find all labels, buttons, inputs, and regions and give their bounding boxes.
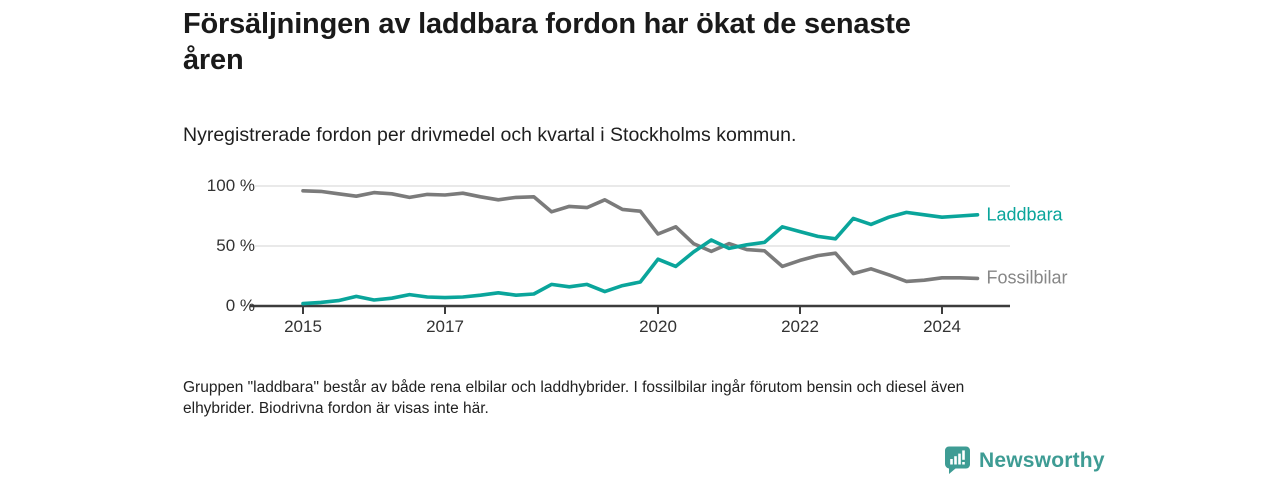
y-tick-label: 100 % (206, 176, 255, 195)
chart-footnote: Gruppen "laddbara" består av både rena e… (183, 377, 1163, 419)
x-tick-label: 2015 (284, 317, 322, 336)
title-line-2: åren (183, 44, 244, 76)
bar-chart-speech-bubble-icon (944, 446, 970, 474)
title-line-1: Försäljningen av laddbara fordon har öka… (183, 8, 911, 40)
page-title: Försäljningen av laddbara fordon har öka… (183, 6, 1163, 78)
x-tick-label: 2024 (923, 317, 961, 336)
series-label-fossilbilar: Fossilbilar (986, 267, 1068, 288)
x-tick-label: 2017 (426, 317, 464, 336)
page-subtitle: Nyregistrerade fordon per drivmedel och … (183, 124, 797, 146)
footnote-line-2: elhybrider. Biodrivna fordon är visas in… (183, 400, 489, 417)
y-tick-label: 50 % (216, 236, 255, 255)
series-line-laddbara (301, 210, 980, 306)
footnote-line-1: Gruppen "laddbara" består av både rena e… (183, 379, 965, 396)
series-label-laddbara: Laddbara (986, 204, 1063, 225)
x-tick-label: 2022 (781, 317, 819, 336)
newsworthy-logo: Newsworthy (944, 446, 1105, 475)
logo-wordmark: Newsworthy (979, 448, 1105, 472)
x-tick-label: 2020 (639, 317, 677, 336)
series-line-fossilbilar (301, 189, 980, 284)
y-tick-label: 0 % (225, 296, 255, 315)
